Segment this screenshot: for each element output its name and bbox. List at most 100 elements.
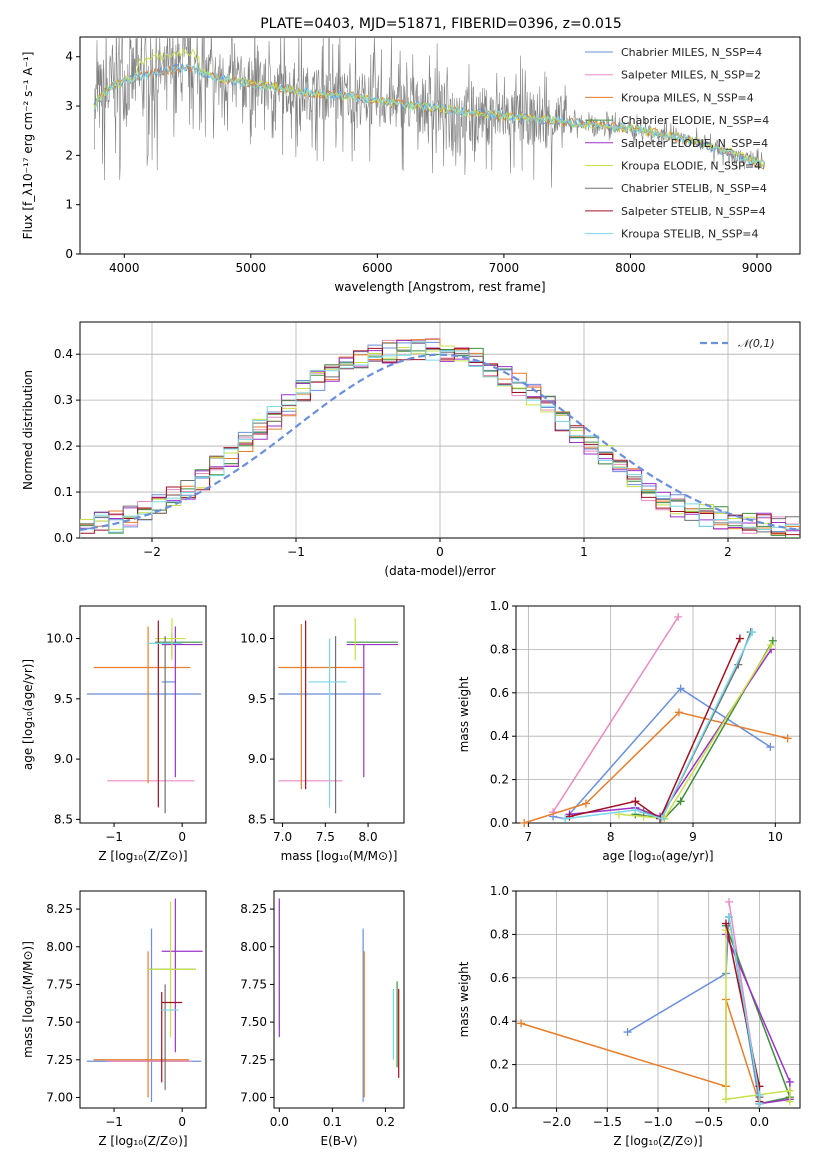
histogram-8 bbox=[80, 341, 800, 538]
y-tick-label: 7.25 bbox=[46, 1053, 73, 1067]
y-axis-label: mass [log₁₀(M/M⊙)] bbox=[21, 941, 35, 1058]
weight-marker bbox=[721, 1095, 730, 1104]
weight-marker bbox=[520, 819, 529, 827]
x-axis-label: mass [log₁₀(M/M⊙)] bbox=[281, 849, 398, 863]
legend-entry: Kroupa ELODIE, N_SSP=4 bbox=[621, 160, 761, 173]
y-tick-label: 10.0 bbox=[240, 632, 267, 646]
weight-marker bbox=[581, 799, 590, 808]
x-tick-label: 7.5 bbox=[316, 830, 335, 844]
legend-entry: Chabrier MILES, N_SSP=4 bbox=[621, 46, 762, 59]
weight-marker bbox=[721, 919, 730, 928]
y-tick-label: 7.25 bbox=[240, 1053, 267, 1067]
weight-marker bbox=[725, 897, 733, 906]
panel-age-vs-Z: −1 0 8.5 9.0 9.5 10.0 Z [log₁₀(Z/Z⊙)] age [log₁… bbox=[21, 605, 207, 863]
legend-entry: Salpeter STELIB, N_SSP=4 bbox=[621, 205, 766, 218]
y-tick-label: 0.6 bbox=[490, 686, 509, 700]
x-tick-label: 2 bbox=[724, 545, 732, 559]
y-tick-label: 8.25 bbox=[240, 902, 267, 916]
x-tick-label: 0 bbox=[436, 545, 444, 559]
x-axis-label: Z [log₁₀(Z/Z⊙)] bbox=[98, 849, 187, 863]
weight-marker bbox=[623, 1028, 632, 1037]
y-tick-label: 1 bbox=[65, 198, 73, 212]
weight-marker bbox=[517, 1019, 526, 1028]
panel-weight-vs-Z: −2.0 −1.5 −1.0 −0.5 0.0 0.0 0.2 0.4 0.6 0.8 1.0 Z [… bbox=[457, 884, 801, 1148]
y-tick-label: 1.0 bbox=[490, 599, 509, 613]
normal-curve bbox=[80, 353, 800, 531]
y-tick-label: 7.00 bbox=[240, 1090, 267, 1104]
axes-frame bbox=[515, 605, 801, 824]
weight-marker bbox=[674, 612, 683, 621]
panel-mass-vs-EBV: 0.0 0.1 0.2 7.00 7.25 7.50 7.75 8.00 8.25 E(B-V) bbox=[240, 890, 405, 1148]
x-tick-label: 0.1 bbox=[323, 1115, 342, 1129]
weight-marker bbox=[755, 1090, 764, 1099]
x-tick-label: 7 bbox=[525, 830, 533, 844]
panel-residuals: −2 −1 0 1 2 0.0 0.1 0.2 0.3 0.4 (data-model)/error… bbox=[21, 321, 801, 578]
y-axis-label: mass weight bbox=[457, 676, 471, 752]
x-tick-label: 8000 bbox=[615, 261, 646, 275]
y-tick-label: 8.5 bbox=[54, 812, 73, 826]
x-tick-label: 10 bbox=[768, 830, 783, 844]
panel-weight-vs-age: 7 8 9 10 0.0 0.2 0.4 0.6 0.8 1.0 age [log₁₀(age/yr… bbox=[457, 599, 801, 863]
y-axis-label: mass weight bbox=[457, 961, 471, 1037]
y-tick-label: 7.50 bbox=[240, 1015, 267, 1029]
x-tick-label: 0 bbox=[178, 1115, 186, 1129]
x-tick-label: 5000 bbox=[236, 261, 267, 275]
x-tick-label: 0.2 bbox=[376, 1115, 395, 1129]
y-tick-label: 7.00 bbox=[46, 1090, 73, 1104]
y-tick-label: 7.50 bbox=[46, 1015, 73, 1029]
y-tick-label: 9.0 bbox=[54, 752, 73, 766]
x-tick-label: 9000 bbox=[742, 261, 773, 275]
x-tick-label: 9 bbox=[689, 830, 697, 844]
legend-entry: Salpeter MILES, N_SSP=2 bbox=[621, 69, 761, 82]
weight-marker bbox=[674, 708, 683, 717]
y-tick-label: 0.4 bbox=[490, 1014, 509, 1028]
y-tick-label: 2 bbox=[65, 148, 73, 162]
y-tick-label: 8.5 bbox=[248, 812, 267, 826]
weight-marker bbox=[549, 808, 558, 817]
weight-marker bbox=[676, 797, 685, 806]
x-tick-label: −0.5 bbox=[694, 1115, 723, 1129]
weight-marker bbox=[785, 1086, 794, 1095]
weight-marker bbox=[748, 628, 757, 637]
axes-frame bbox=[79, 36, 801, 255]
x-tick-label: 7.0 bbox=[273, 830, 292, 844]
y-tick-label: 9.5 bbox=[248, 692, 267, 706]
legend-entry: Salpeter ELODIE, N_SSP=4 bbox=[621, 137, 768, 150]
y-tick-label: 8.00 bbox=[46, 940, 73, 954]
x-axis-label: E(B-V) bbox=[320, 1134, 357, 1148]
model-spectrum-8 bbox=[93, 63, 764, 166]
x-axis-label: (data-model)/error bbox=[384, 564, 495, 578]
x-tick-label: −2.0 bbox=[542, 1115, 571, 1129]
y-axis-label: age [log₁₀(age/yr)] bbox=[21, 659, 35, 770]
legend-entry: Chabrier STELIB, N_SSP=4 bbox=[621, 182, 767, 195]
x-tick-label: −1 bbox=[287, 545, 305, 559]
x-tick-label: 0.0 bbox=[270, 1115, 289, 1129]
weight-marker bbox=[657, 814, 666, 823]
weight-marker bbox=[676, 684, 685, 693]
axes-frame bbox=[273, 605, 405, 824]
panel-mass-vs-Z: −1 0 7.00 7.25 7.50 7.75 8.00 8.25 Z [log₁₀(Z/Z⊙… bbox=[21, 890, 207, 1148]
y-tick-label: 0.2 bbox=[54, 439, 73, 453]
weight-marker bbox=[767, 641, 776, 650]
y-tick-label: 4 bbox=[65, 50, 73, 64]
x-tick-label: 8 bbox=[607, 830, 615, 844]
weight-marker bbox=[766, 743, 775, 752]
weight-marker bbox=[631, 805, 640, 814]
x-axis-label: Z [log₁₀(Z/Z⊙)] bbox=[98, 1134, 187, 1148]
y-tick-label: 10.0 bbox=[46, 632, 73, 646]
y-axis-label: Normed distribution bbox=[21, 370, 35, 490]
axes-frame bbox=[79, 890, 207, 1109]
y-tick-label: 0 bbox=[65, 247, 73, 261]
weight-marker bbox=[565, 812, 574, 821]
y-tick-label: 0.2 bbox=[490, 773, 509, 787]
panel-spectrum: 4000 5000 6000 7000 8000 9000 0 1 2 3 4 wavelength … bbox=[21, 36, 801, 294]
weight-marker bbox=[755, 1082, 764, 1091]
legend-entry: Chabrier ELODIE, N_SSP=4 bbox=[621, 114, 769, 127]
y-tick-label: 0.1 bbox=[54, 485, 73, 499]
y-tick-label: 0.8 bbox=[490, 642, 509, 656]
legend-entry: 𝒩(0,1) bbox=[738, 337, 775, 350]
x-tick-label: −1 bbox=[105, 830, 123, 844]
x-tick-label: −1.0 bbox=[643, 1115, 672, 1129]
y-tick-label: 3 bbox=[65, 99, 73, 113]
y-tick-label: 0.8 bbox=[490, 927, 509, 941]
